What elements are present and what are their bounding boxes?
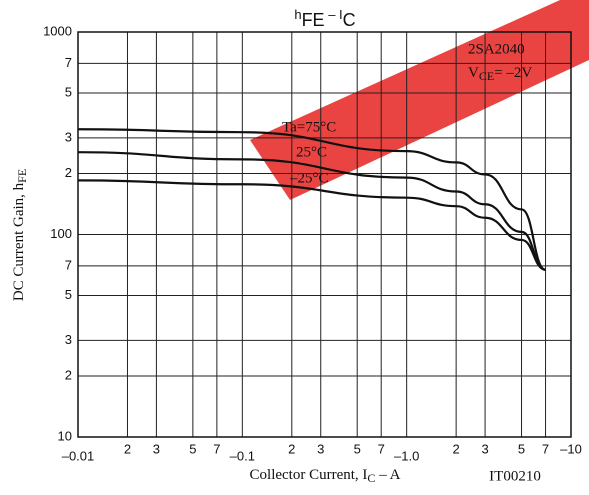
y-tick-label: 5 [65, 84, 72, 99]
curve-label: –25°C [289, 170, 329, 186]
x-tick-label: 3 [317, 441, 324, 456]
x-tick-label: –1.0 [394, 448, 419, 463]
y-tick-label: 100 [50, 226, 72, 241]
x-tick-label: 2 [288, 441, 295, 456]
watermark [250, 0, 589, 200]
condition: VCE= –2V [468, 65, 532, 83]
x-tick-label: 3 [481, 441, 488, 456]
chart-title-part: h [294, 7, 301, 22]
chart-title-part: – I [325, 7, 343, 22]
curve-label: 25°C [296, 144, 327, 160]
part-number: 2SA2040 [468, 41, 525, 57]
figure-code: IT00210 [489, 468, 541, 484]
x-axis-label: Collector Current, IC – A [250, 467, 401, 485]
x-axis-label-part: Collector Current, I [250, 467, 368, 483]
curve [77, 128, 547, 271]
x-tick-label: 7 [542, 441, 549, 456]
y-tick-label: 3 [65, 332, 72, 347]
y-tick-label: 2 [65, 367, 72, 382]
y-axis-label: DC Current Gain, hFE [11, 169, 29, 301]
chart-title: hFE – IC [294, 7, 355, 30]
x-tick-label: 7 [378, 441, 385, 456]
chart-title-part: FE [302, 10, 325, 30]
y-tick-label: 7 [65, 55, 72, 70]
x-tick-label: 2 [453, 441, 460, 456]
y-tick-label: 10 [58, 428, 72, 443]
y-axis-label-part: FE [15, 169, 29, 183]
x-tick-label: 3 [153, 441, 160, 456]
y-tick-label: 1000 [43, 23, 72, 38]
curve [77, 151, 546, 271]
y-tick-label: 3 [65, 129, 72, 144]
y-axis-label-part: DC Current Gain, h [11, 182, 27, 301]
x-tick-label: –0.01 [62, 448, 95, 463]
x-tick-label: –0.1 [230, 448, 255, 463]
x-axis-label-part: – A [375, 467, 400, 483]
plot-frame [77, 31, 572, 438]
chart-title-part: C [343, 10, 356, 30]
condition-part: = –2V [494, 65, 532, 81]
y-tick-label: 2 [65, 165, 72, 180]
curve [77, 179, 546, 271]
y-tick-label: 7 [65, 257, 72, 272]
y-tick-label: 5 [65, 287, 72, 302]
condition-part: V [468, 65, 479, 81]
x-tick-label: 2 [124, 441, 131, 456]
x-axis-label-part: C [367, 471, 375, 485]
x-tick-label: 7 [213, 441, 220, 456]
condition-part: CE [479, 69, 494, 83]
x-tick-label: –10 [560, 441, 582, 456]
x-tick-label: 5 [354, 441, 361, 456]
x-tick-label: 5 [189, 441, 196, 456]
x-tick-label: 5 [518, 441, 525, 456]
curve-label: Ta=75°C [282, 119, 336, 135]
